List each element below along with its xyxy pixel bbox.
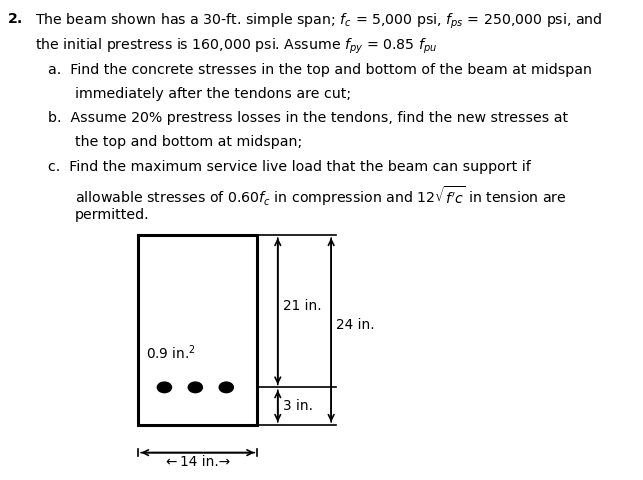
Text: b.  Assume 20% prestress losses in the tendons, find the new stresses at: b. Assume 20% prestress losses in the te… bbox=[48, 111, 568, 125]
Text: The beam shown has a 30-ft. simple span; $f_c$ = 5,000 psi, $f_{ps}$ = 250,000 p: The beam shown has a 30-ft. simple span;… bbox=[35, 12, 603, 31]
Text: the initial prestress is 160,000 psi. Assume $f_{py}$ = 0.85 $f_{pu}$: the initial prestress is 160,000 psi. As… bbox=[35, 36, 437, 56]
Bar bbox=[138, 235, 257, 425]
Text: permitted.: permitted. bbox=[75, 208, 150, 222]
Text: 3 in.: 3 in. bbox=[283, 399, 313, 413]
Text: 2.: 2. bbox=[8, 12, 23, 26]
Text: allowable stresses of 0.60$f_c$ in compression and $12\sqrt{f'c}$ in tension are: allowable stresses of 0.60$f_c$ in compr… bbox=[75, 184, 567, 208]
Text: the top and bottom at midspan;: the top and bottom at midspan; bbox=[75, 135, 302, 149]
Text: immediately after the tendons are cut;: immediately after the tendons are cut; bbox=[75, 87, 351, 101]
Circle shape bbox=[188, 382, 203, 393]
Text: 0.9 in.$^2$: 0.9 in.$^2$ bbox=[146, 344, 196, 362]
Text: 24 in.: 24 in. bbox=[336, 318, 375, 332]
Text: a.  Find the concrete stresses in the top and bottom of the beam at midspan: a. Find the concrete stresses in the top… bbox=[48, 63, 592, 77]
Text: 21 in.: 21 in. bbox=[283, 300, 322, 313]
Text: c.  Find the maximum service live load that the beam can support if: c. Find the maximum service live load th… bbox=[48, 160, 531, 174]
Text: ← 14 in.→: ← 14 in.→ bbox=[166, 455, 230, 468]
Circle shape bbox=[219, 382, 233, 393]
Circle shape bbox=[158, 382, 172, 393]
